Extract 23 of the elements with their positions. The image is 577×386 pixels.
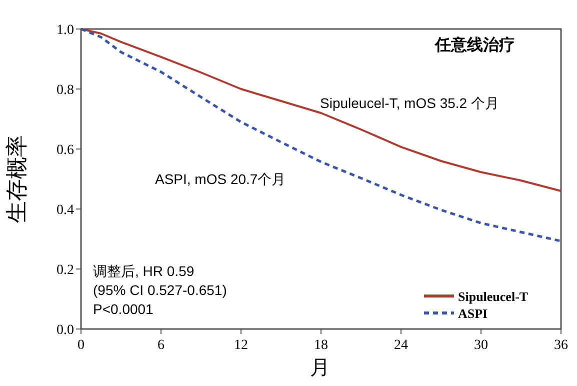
x-tick-label: 0	[78, 338, 84, 353]
legend-label: Sipuleucel-T	[458, 289, 528, 304]
x-tick-label: 18	[314, 338, 328, 353]
y-tick-label: 0.8	[56, 83, 74, 98]
y-axis-title: 生存概率	[4, 135, 29, 223]
annotation: Sipuleucel-T, mOS 35.2 个月	[320, 95, 499, 111]
x-tick-label: 36	[554, 338, 568, 353]
line-series	[80, 28, 562, 192]
y-tick-label: 1.0	[56, 23, 74, 38]
x-tick-label: 24	[394, 338, 408, 353]
annotation: 调整后, HR 0.59 (95% CI 0.527-0.651) P<0.0001	[93, 263, 227, 317]
line-series	[80, 28, 562, 242]
y-tick-label: 0.4	[56, 203, 74, 218]
y-tick-label: 0.2	[56, 263, 74, 278]
x-tick-label: 6	[158, 338, 164, 353]
x-tick-label: 30	[474, 338, 488, 353]
x-axis-title: 月	[310, 357, 330, 379]
text: 任意线治疗	[434, 36, 515, 54]
y-tick-label: 0.6	[56, 143, 74, 158]
y-tick-label: 0.0	[56, 323, 74, 338]
legend-label: ASPI	[458, 306, 488, 321]
annotation: ASPI, mOS 20.7个月	[155, 171, 286, 187]
x-tick-label: 12	[234, 338, 248, 353]
